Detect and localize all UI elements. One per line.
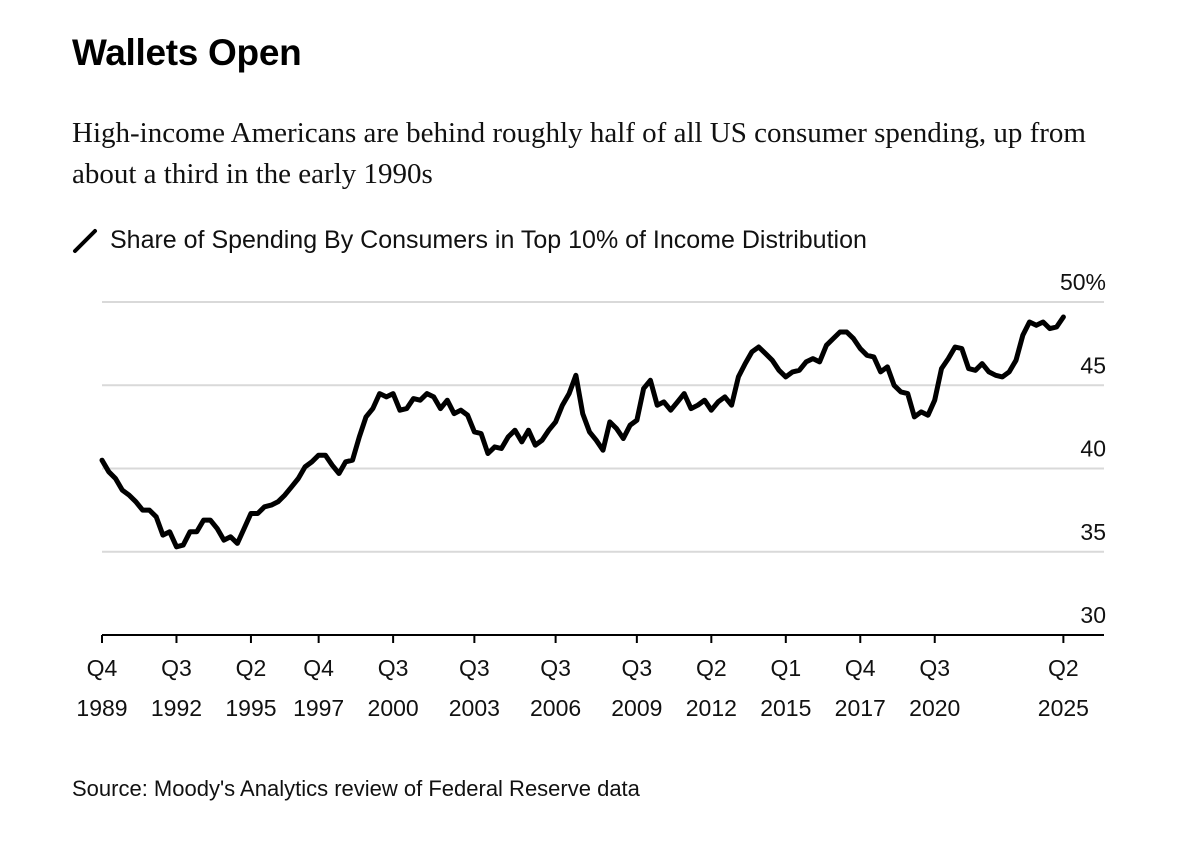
x-tick-label-year: 1997: [293, 695, 344, 721]
legend-label: Share of Spending By Consumers in Top 10…: [110, 226, 867, 254]
x-tick-label-year: 2020: [909, 695, 960, 721]
y-tick-label: 45: [1080, 352, 1106, 378]
source-note: Source: Moody's Analytics review of Fede…: [72, 776, 640, 801]
x-tick-label-year: 2015: [760, 695, 811, 721]
x-tick-label-quarter: Q2: [1048, 655, 1079, 681]
x-tick-label-quarter: Q3: [161, 655, 192, 681]
series-layer: [99, 314, 1066, 550]
x-tick-label-year: 2009: [611, 695, 662, 721]
x-tick-label-quarter: Q4: [87, 655, 118, 681]
chart-title: Wallets Open: [72, 32, 302, 73]
x-axis: Q4 1989 Q3 1992 Q2 1995 Q4 1997 Q3 2000 Q3 2003 Q3 20…: [76, 634, 1104, 721]
x-tick-label-quarter: Q2: [236, 655, 267, 681]
y-tick-label: 35: [1080, 519, 1106, 545]
x-tick-label-year: 2017: [835, 695, 886, 721]
x-tick-label-quarter: Q3: [540, 655, 571, 681]
x-tick-label-year: 2006: [530, 695, 581, 721]
legend-line-icon: [73, 228, 97, 253]
y-tick-label: 40: [1080, 436, 1106, 462]
x-tick-label-quarter: Q4: [845, 655, 876, 681]
x-tick-label-year: 1992: [151, 695, 202, 721]
x-tick-label-quarter: Q3: [378, 655, 409, 681]
x-tick-label-year: 2003: [449, 695, 500, 721]
x-tick-label-year: 1989: [76, 695, 127, 721]
series-line: [99, 314, 1066, 550]
x-tick-label-quarter: Q1: [770, 655, 801, 681]
y-tick-label: 50%: [1060, 269, 1106, 295]
x-tick-label-year: 2025: [1038, 695, 1089, 721]
x-tick-label-year: 2012: [686, 695, 737, 721]
x-tick-label-quarter: Q3: [919, 655, 950, 681]
x-tick-label-year: 2000: [368, 695, 419, 721]
x-tick-label-quarter: Q2: [696, 655, 727, 681]
legend: Share of Spending By Consumers in Top 10…: [72, 226, 867, 255]
x-tick-label-quarter: Q4: [303, 655, 334, 681]
y-axis-ticks: 50% 45 40 35 30: [1060, 269, 1106, 628]
y-tick-label: 30: [1080, 602, 1106, 628]
chart-subtitle: High-income Americans are behind roughly…: [72, 117, 1086, 190]
x-tick-label-quarter: Q3: [459, 655, 490, 681]
x-tick-label-year: 1995: [225, 695, 276, 721]
x-tick-label-quarter: Q3: [622, 655, 653, 681]
